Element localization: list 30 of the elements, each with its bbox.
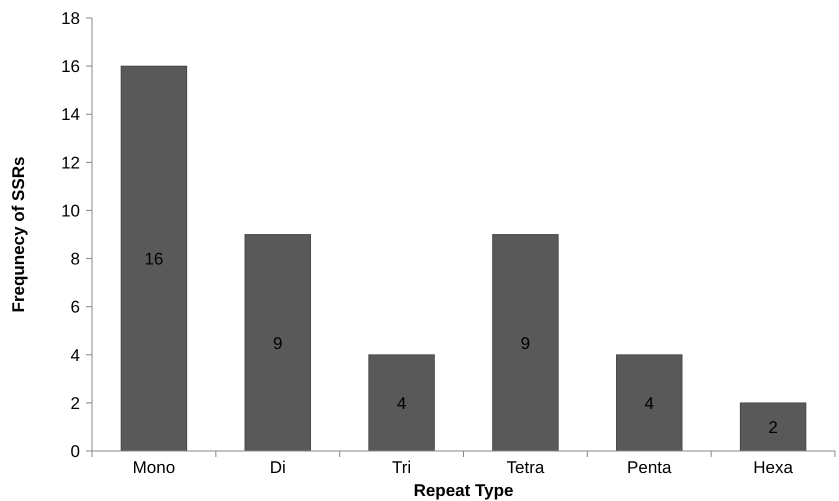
bar	[492, 234, 559, 452]
data-label: 9	[273, 334, 282, 353]
y-tick-label: 10	[61, 201, 80, 220]
x-tick-label: Tri	[392, 458, 412, 477]
bar	[244, 234, 311, 452]
y-tick-label: 16	[61, 57, 80, 76]
bar	[616, 354, 682, 452]
x-tick-label: Tetra	[506, 458, 545, 477]
y-tick-label: 12	[61, 153, 80, 172]
x-tick-label: Penta	[627, 458, 672, 477]
y-tick-label: 0	[70, 442, 80, 461]
bar	[740, 402, 806, 452]
data-label: 16	[144, 250, 164, 269]
x-tick-label: Hexa	[753, 458, 794, 477]
data-label: 2	[768, 418, 778, 437]
y-axis-title: Frequnecy of SSRs	[9, 156, 28, 312]
y-tick-label: 4	[70, 346, 80, 365]
data-label: 4	[396, 394, 406, 413]
data-label: 4	[644, 394, 654, 413]
y-tick-label: 2	[70, 394, 80, 413]
data-label: 9	[520, 334, 530, 353]
y-tick-label: 6	[70, 298, 80, 317]
x-axis-title: Repeat Type	[414, 481, 514, 500]
y-tick-label: 14	[61, 105, 80, 124]
bar	[368, 354, 435, 452]
y-tick-label: 18	[61, 9, 80, 28]
y-tick-label: 8	[70, 250, 80, 269]
x-tick-label: Mono	[132, 458, 176, 477]
x-tick-label: Di	[270, 458, 286, 477]
bar	[120, 66, 188, 452]
